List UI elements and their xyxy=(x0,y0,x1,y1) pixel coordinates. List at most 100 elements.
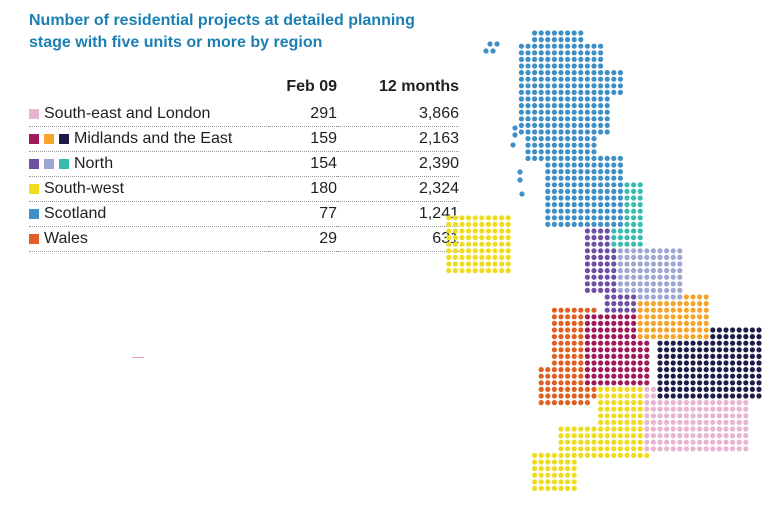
map-dot xyxy=(545,43,551,49)
map-dot xyxy=(723,393,729,399)
map-dot xyxy=(677,294,683,300)
map-dot xyxy=(591,149,597,155)
map-dot xyxy=(591,373,597,379)
map-dot xyxy=(472,228,478,234)
map-dot xyxy=(749,373,756,379)
legend-swatch xyxy=(44,134,54,144)
map-dot xyxy=(749,334,756,340)
map-dot xyxy=(631,261,637,267)
map-dot xyxy=(571,426,577,432)
map-dot xyxy=(743,334,749,340)
map-dot xyxy=(611,452,617,458)
map-dot xyxy=(578,63,584,69)
map-dot xyxy=(525,70,531,76)
map-dot xyxy=(716,419,723,425)
map-dot xyxy=(644,334,650,340)
map-dot xyxy=(743,373,749,379)
map-dot xyxy=(584,400,591,406)
map-dot xyxy=(584,373,591,379)
map-dot xyxy=(756,347,762,353)
map-dot xyxy=(551,347,558,353)
map-dot xyxy=(446,241,452,247)
map-dot xyxy=(657,254,663,260)
map-dot xyxy=(624,393,630,399)
map-dot xyxy=(756,373,762,379)
map-dot xyxy=(730,400,736,406)
map-dot xyxy=(591,136,597,142)
map-dot xyxy=(617,433,624,439)
map-dot xyxy=(756,386,762,392)
map-dot xyxy=(637,294,643,300)
map-dot xyxy=(571,89,577,95)
map-dot xyxy=(538,116,544,122)
map-dot xyxy=(584,241,591,247)
map-dot xyxy=(664,334,670,340)
map-dot xyxy=(604,373,610,379)
map-dot xyxy=(657,400,663,406)
map-dot xyxy=(591,162,597,168)
map-dot xyxy=(558,50,564,56)
months12-value: 2,163 xyxy=(337,126,459,152)
map-dot xyxy=(611,89,617,95)
map-dot xyxy=(617,393,624,399)
map-dot xyxy=(598,254,604,260)
map-dot xyxy=(631,393,637,399)
map-dot xyxy=(565,109,571,115)
map-dot xyxy=(670,393,676,399)
map-dot xyxy=(472,254,478,260)
map-dot xyxy=(637,327,643,333)
map-dot xyxy=(670,320,676,326)
map-dot xyxy=(690,340,696,346)
map-dot xyxy=(558,182,564,188)
map-dot xyxy=(624,386,630,392)
map-dot xyxy=(545,208,551,214)
map-dot xyxy=(578,122,584,128)
map-dot xyxy=(591,452,597,458)
map-dot xyxy=(518,56,525,63)
map-dot xyxy=(545,142,551,148)
map-dot xyxy=(631,241,637,247)
map-dot xyxy=(558,327,564,333)
map-dot xyxy=(637,307,643,313)
map-dot xyxy=(578,367,584,373)
map-dot xyxy=(624,281,630,287)
map-dot xyxy=(657,347,663,353)
map-dot xyxy=(683,426,690,432)
map-dot xyxy=(584,340,591,346)
map-dot xyxy=(730,439,736,445)
map-dot xyxy=(604,89,610,95)
map-dot xyxy=(604,188,610,194)
map-dot xyxy=(565,439,571,445)
map-dot xyxy=(617,235,624,241)
map-dot xyxy=(637,314,643,320)
map-dot xyxy=(617,301,624,307)
map-dot xyxy=(505,235,511,241)
map-dot xyxy=(571,30,577,36)
map-dot xyxy=(637,373,643,379)
map-dot xyxy=(558,96,564,102)
map-dot xyxy=(545,89,551,95)
map-dot xyxy=(723,380,729,386)
map-dot xyxy=(730,347,736,353)
map-dot xyxy=(650,307,657,313)
map-dot xyxy=(631,340,637,346)
map-dot xyxy=(545,221,551,227)
region-dots-east-midlands xyxy=(637,294,709,340)
map-dot xyxy=(499,248,505,254)
map-dot xyxy=(604,452,610,458)
map-dot xyxy=(545,76,551,82)
map-dot xyxy=(624,294,630,300)
map-dot xyxy=(532,109,538,115)
map-dot xyxy=(611,439,617,445)
map-dot xyxy=(598,182,604,188)
map-dot xyxy=(683,380,690,386)
map-dot xyxy=(479,254,485,260)
map-dot xyxy=(446,221,452,227)
map-dot xyxy=(538,70,544,76)
map-dot xyxy=(525,50,531,56)
map-dot xyxy=(459,261,465,267)
map-dot xyxy=(697,386,703,392)
map-dot xyxy=(598,406,604,412)
map-dot xyxy=(683,320,690,326)
map-dot xyxy=(584,221,591,227)
